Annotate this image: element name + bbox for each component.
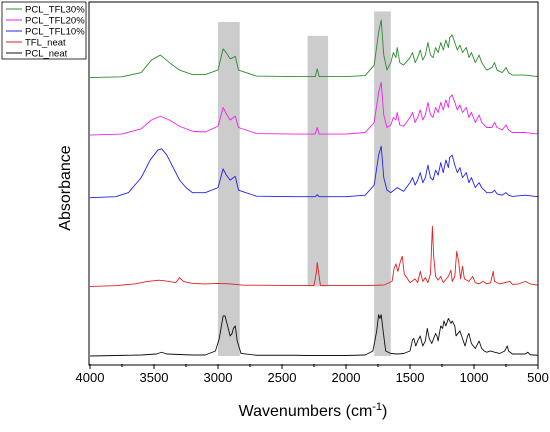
x-tick-label: 1500	[396, 370, 425, 385]
series-line-pcl-neat	[89, 314, 539, 357]
x-tick-label: 500	[527, 370, 549, 385]
x-axis-ticks: 4000 3500 3000 2500 2000 1500 1000 500	[76, 364, 549, 385]
y-axis-title: Absorbance	[57, 145, 74, 230]
legend-label: TFL_neat	[25, 38, 66, 49]
legend-label: PCL_TFL10%	[25, 27, 85, 38]
x-tick-label: 2000	[332, 370, 361, 385]
highlight-band-3	[374, 11, 391, 356]
x-tick-label: 3500	[140, 370, 169, 385]
spectra-series	[89, 19, 539, 357]
series-line-pcl-tfl20-	[89, 81, 538, 136]
highlight-band-2	[307, 35, 329, 287]
highlight-band-1	[218, 21, 240, 356]
series-line-pcl-tfl10-	[89, 145, 538, 199]
highlight-bands	[218, 11, 391, 356]
legend-items: PCL_TFL30%PCL_TFL20%PCL_TFL10%TFL_neatPC…	[6, 5, 85, 60]
legend: PCL_TFL30%PCL_TFL20%PCL_TFL10%TFL_neatPC…	[1, 1, 87, 60]
x-tick-label: 3000	[204, 370, 233, 385]
legend-label: PCL_TFL20%	[25, 16, 85, 27]
legend-label: PCL_neat	[25, 49, 68, 60]
x-axis-title: Wavenumbers (cm-1)	[239, 401, 388, 420]
x-tick-label: 4000	[76, 370, 105, 385]
series-line-pcl-tfl30-	[89, 19, 538, 79]
x-tick-label: 2500	[268, 370, 297, 385]
legend-label: PCL_TFL30%	[25, 5, 85, 16]
series-line-tfl-neat	[89, 225, 539, 287]
x-tick-label: 1000	[460, 370, 489, 385]
